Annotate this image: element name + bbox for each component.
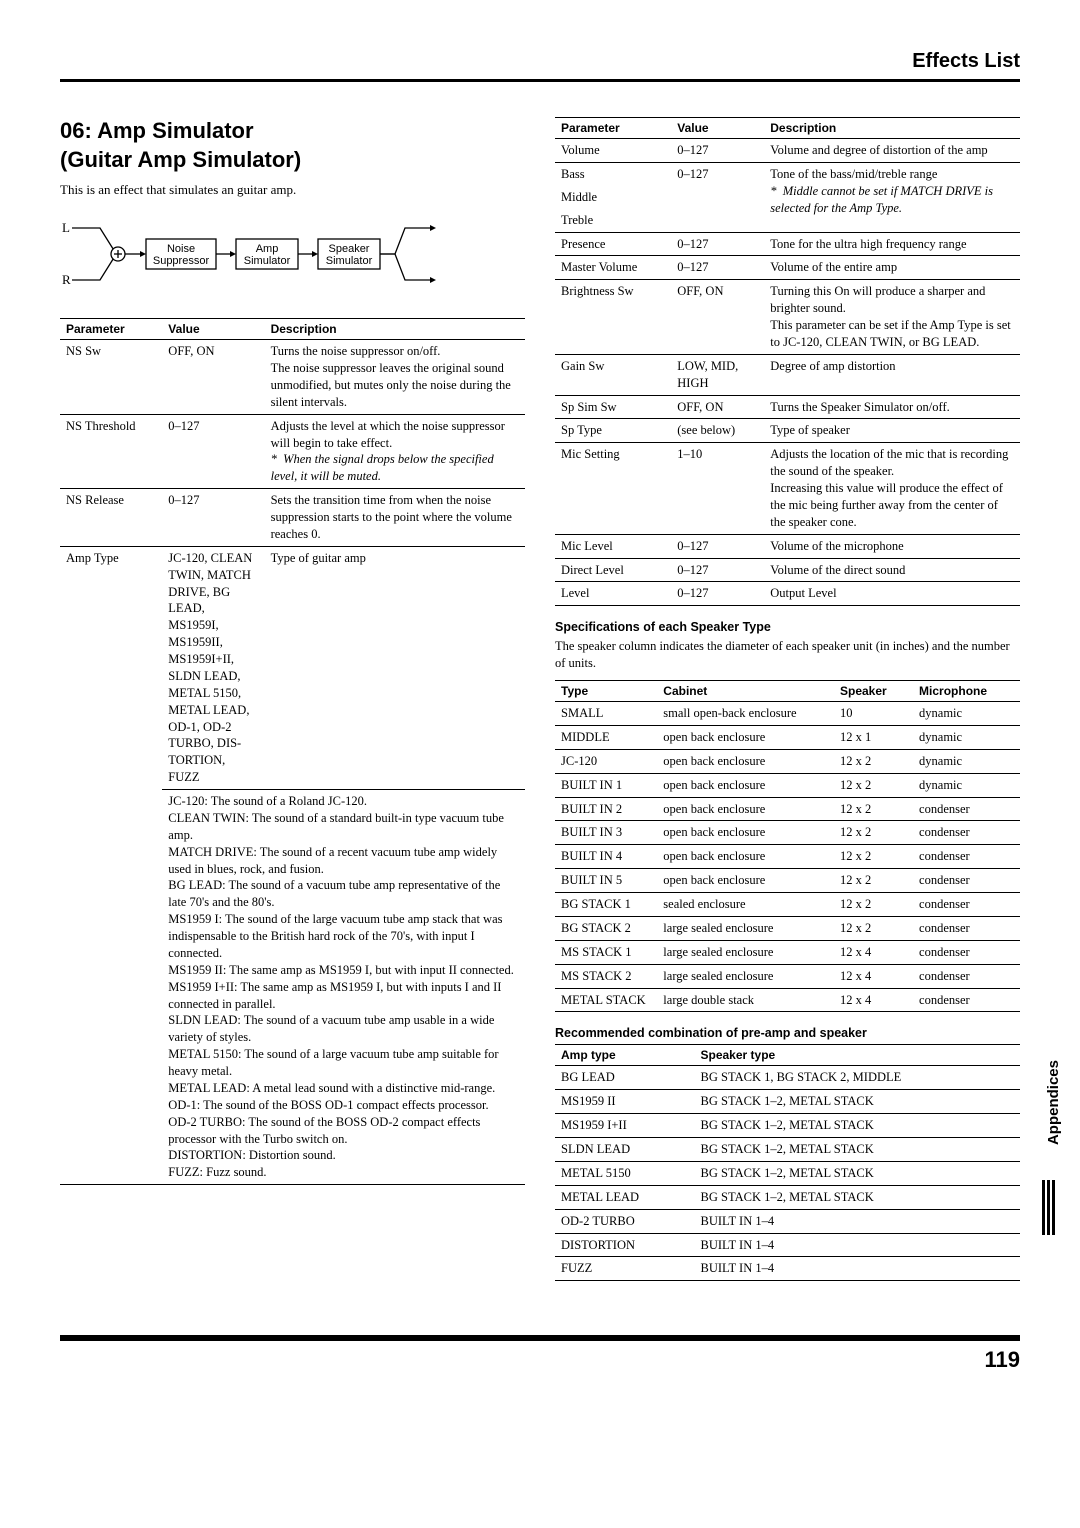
- diagram-r-label: R: [62, 272, 71, 287]
- svg-text:Simulator: Simulator: [244, 255, 291, 267]
- left-column: 06: Amp Simulator (Guitar Amp Simulator)…: [60, 117, 525, 1295]
- right-param-table: ParameterValueDescription Volume0–127Vol…: [555, 117, 1020, 606]
- diagram-l-label: L: [62, 220, 70, 235]
- svg-text:Suppressor: Suppressor: [153, 255, 210, 267]
- speaker-spec-table: TypeCabinetSpeakerMicrophone SMALLsmall …: [555, 680, 1020, 1012]
- section-heading: 06: Amp Simulator (Guitar Amp Simulator): [60, 117, 525, 174]
- svg-text:Speaker: Speaker: [329, 243, 370, 255]
- left-param-table: ParameterValueDescription NS SwOFF, ONTu…: [60, 318, 525, 1185]
- header-title: Effects List: [912, 50, 1020, 72]
- content-columns: 06: Amp Simulator (Guitar Amp Simulator)…: [60, 117, 1020, 1295]
- svg-text:Simulator: Simulator: [326, 255, 373, 267]
- combo-heading: Recommended combination of pre-amp and s…: [555, 1026, 1020, 1040]
- side-tab-lines: [1042, 1180, 1064, 1240]
- heading-line1: 06: Amp Simulator: [60, 118, 254, 143]
- combo-table: Amp typeSpeaker type BG LEADBG STACK 1, …: [555, 1044, 1020, 1281]
- page-number: 119: [985, 1347, 1021, 1372]
- footer: 119: [60, 1335, 1020, 1373]
- signal-flow-diagram: L R Noise Suppressor Amp Simulator: [60, 214, 525, 298]
- right-column: ParameterValueDescription Volume0–127Vol…: [555, 117, 1020, 1295]
- svg-text:Amp: Amp: [256, 243, 279, 255]
- header-bar: Effects List: [60, 50, 1020, 82]
- heading-line2: (Guitar Amp Simulator): [60, 147, 301, 172]
- section-intro: This is an effect that simulates an guit…: [60, 182, 525, 198]
- svg-text:Noise: Noise: [167, 243, 195, 255]
- speaker-spec-text: The speaker column indicates the diamete…: [555, 638, 1020, 672]
- side-tab-appendices: Appendices: [1045, 1060, 1062, 1145]
- speaker-spec-heading: Specifications of each Speaker Type: [555, 620, 1020, 634]
